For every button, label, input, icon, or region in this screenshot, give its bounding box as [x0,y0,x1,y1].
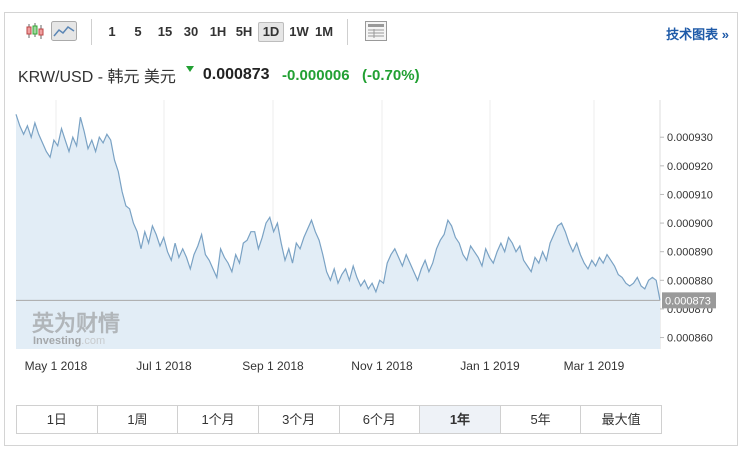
range-selector: 1日 1周 1个月 3个月 6个月 1年 5年 最大值 [16,405,662,434]
range-button[interactable]: 1日 [17,406,98,433]
y-tick-label: 0.000910 [667,189,713,201]
interval-1d[interactable]: 1D [258,22,284,42]
price-change: -0.000006 [282,66,350,84]
x-tick-label: Sep 1 2018 [242,359,304,373]
x-tick-label: Jul 1 2018 [136,359,192,373]
y-tick-label: 0.000880 [667,275,713,287]
range-button[interactable]: 最大值 [601,412,641,427]
area-chart-icon[interactable] [51,21,77,41]
range-button[interactable]: 1周 [98,406,179,433]
x-tick-label: Nov 1 2018 [351,359,413,373]
tech-chart-link[interactable]: 技术图表 » [666,24,729,43]
interval-5h[interactable]: 5H [235,24,253,39]
x-tick-label: Mar 1 2019 [564,359,625,373]
candlestick-icon[interactable] [24,21,46,41]
price-chart: 英为财情 Investing.com 0.0009300.0009200.000… [15,100,716,373]
x-axis: May 1 2018 Jul 1 2018 Sep 1 2018 Nov 1 2018… [25,359,625,373]
interval-1m[interactable]: 1M [314,24,334,39]
y-tick-label: 0.000860 [667,333,713,345]
y-tick-label: 0.000900 [667,218,713,230]
chart-widget: 1 5 15 30 1H 5H 1D 1W 1M 技术图表 » KRW/USD … [4,12,738,446]
current-price-badge-bg [662,292,716,309]
y-tick-label: 0.000920 [667,161,713,173]
interval-1w[interactable]: 1W [289,24,309,39]
watermark-en: Investing.com [33,335,105,347]
interval-1[interactable]: 1 [108,24,116,39]
last-price: 0.000873 [202,66,270,83]
range-button[interactable]: 1年 [420,406,501,433]
range-button[interactable]: 5年 [501,406,582,433]
interval-30[interactable]: 30 [183,24,199,39]
toolbar-separator [91,19,92,45]
current-price-label: 0.000873 [665,295,711,307]
price-area [16,114,660,349]
x-tick-label: Jan 1 2019 [460,359,520,373]
interval-1h[interactable]: 1H [209,24,227,39]
current-price-badge: 0.000873 [662,292,716,309]
table-view-icon[interactable] [365,21,387,41]
price-change-percent: (-0.70%) [362,66,420,84]
pair-name: KRW/USD - 韩元 美元 [18,69,176,86]
interval-15[interactable]: 15 [157,24,173,39]
chart-toolbar: 1 5 15 30 1H 5H 1D 1W 1M 技术图表 » [5,13,737,51]
watermark-en-suffix: .com [81,335,105,347]
toolbar-separator [347,19,348,45]
investing-watermark: 英为财情 Investing.com [32,311,120,347]
watermark-cn: 英为财情 [32,311,120,337]
range-button[interactable]: 6个月 [340,406,421,433]
range-button[interactable]: 3个月 [259,406,340,433]
tech-chart-label: 技术图表 [666,27,719,42]
y-tick-label: 0.000930 [667,132,713,144]
y-axis: 0.000930 0.000920 0.000910 0.000900 0.000890… [660,132,713,345]
range-button[interactable]: 1个月 [178,406,259,433]
interval-5[interactable]: 5 [134,24,142,39]
watermark-en-prefix: Investing [33,335,81,347]
x-tick-label: May 1 2018 [25,359,88,373]
quote-header: KRW/USD - 韩元 美元 0.000873 -0.000006 (-0.7… [18,63,420,86]
down-arrow-icon [186,66,195,72]
y-tick-label: 0.000890 [667,247,713,259]
double-chevron-right-icon: » [721,27,729,42]
price-line [15,114,661,301]
